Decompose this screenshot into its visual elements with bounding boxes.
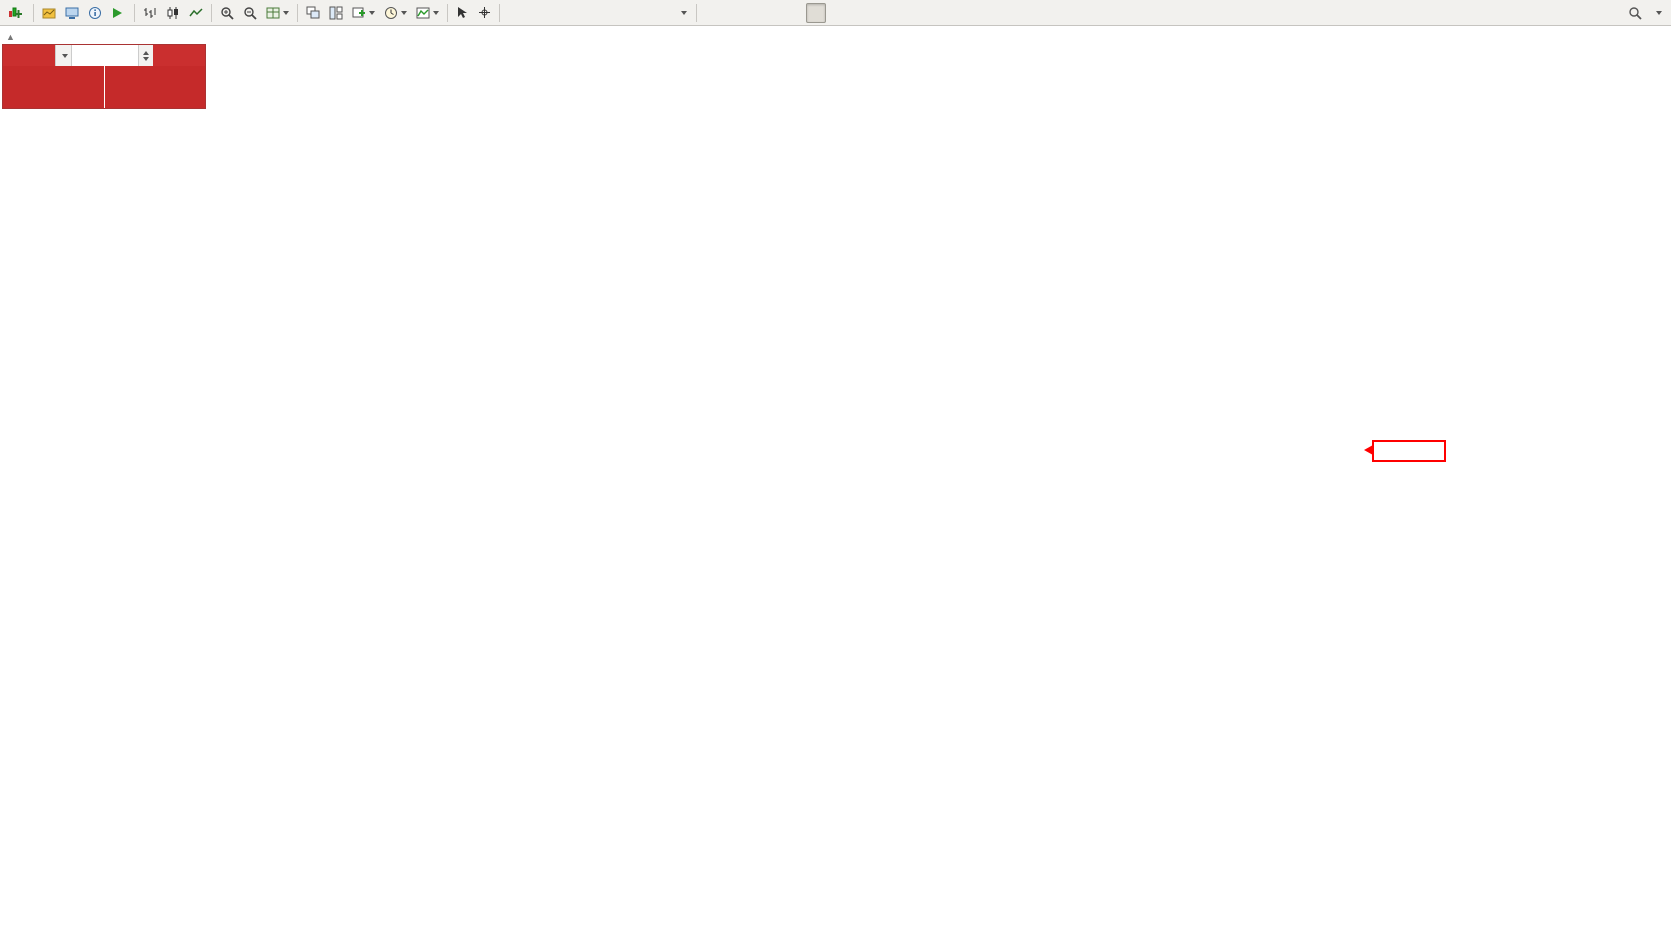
- trendline-tool[interactable]: [546, 3, 566, 23]
- trade-panel-price-row: [3, 66, 205, 108]
- indicators-button[interactable]: [412, 3, 443, 23]
- new-chart-button[interactable]: [348, 3, 379, 23]
- chevron-down-icon: [680, 10, 687, 15]
- search-icon: [1628, 6, 1642, 20]
- toolbar-separator: [447, 3, 448, 22]
- chevron-down-icon: [369, 10, 375, 15]
- timeframe-m1[interactable]: [701, 3, 721, 23]
- crosshair-icon: [478, 6, 491, 19]
- cursor-button[interactable]: [452, 3, 473, 23]
- bar-chart-icon: [143, 6, 157, 20]
- volume-dropdown-button[interactable]: [55, 45, 72, 66]
- timeframe-h1[interactable]: [785, 3, 805, 23]
- symbol-marker-icon: ▲: [6, 32, 15, 42]
- toolbar-separator: [211, 3, 212, 22]
- chevron-down-icon: [143, 56, 149, 61]
- clock-icon: [384, 6, 398, 20]
- profiles-icon: [42, 6, 56, 20]
- rsi-panel-label: [5, 715, 11, 727]
- channel-tool[interactable]: [567, 3, 587, 23]
- shapes-tool[interactable]: [609, 3, 629, 23]
- toolbar-separator: [696, 3, 697, 22]
- chart-templates-button[interactable]: [262, 3, 293, 23]
- autotrade-button[interactable]: [107, 3, 130, 23]
- toolbar-separator: [134, 3, 135, 22]
- volume-input[interactable]: [72, 45, 138, 66]
- line-chart-icon: [189, 6, 203, 20]
- toolbar-separator: [499, 3, 500, 22]
- zoom-in-icon: [220, 6, 234, 20]
- crosshair-button[interactable]: [474, 3, 495, 23]
- horizontal-line-tool[interactable]: [525, 3, 545, 23]
- timeframe-d1[interactable]: [827, 3, 847, 23]
- chevron-down-icon: [62, 53, 68, 58]
- tile-windows-button[interactable]: [325, 3, 347, 23]
- terminal-button[interactable]: [61, 3, 83, 23]
- chevron-up-icon: [143, 50, 149, 55]
- indicators-icon: [416, 6, 430, 20]
- sell-price-button[interactable]: [3, 66, 104, 108]
- cascade-icon: [306, 6, 320, 20]
- zoom-in-button[interactable]: [216, 3, 238, 23]
- buy-price-button[interactable]: [104, 66, 205, 108]
- cascade-windows-button[interactable]: [302, 3, 324, 23]
- new-chart-icon: [352, 6, 366, 20]
- new-order-icon: [8, 6, 22, 20]
- chevron-down-icon: [401, 10, 407, 15]
- toolbar-separator: [297, 3, 298, 22]
- templates-grid-icon: [266, 6, 280, 20]
- new-order-button[interactable]: [4, 3, 29, 23]
- macd-panel-label: [5, 553, 17, 565]
- timeframe-m5[interactable]: [722, 3, 742, 23]
- buy-button[interactable]: [153, 45, 205, 66]
- timeframe-h4[interactable]: [806, 2, 826, 23]
- fibonacci-tool[interactable]: [588, 3, 608, 23]
- timeframe-m15[interactable]: [743, 3, 763, 23]
- search-button[interactable]: [1624, 3, 1646, 23]
- line-chart-button[interactable]: [185, 3, 207, 23]
- one-click-trading-panel: [2, 44, 206, 109]
- text-tool[interactable]: [630, 3, 650, 23]
- trade-panel-top-row: [3, 45, 205, 66]
- tile-icon: [329, 6, 343, 20]
- cursor-icon: [456, 6, 469, 19]
- info-button[interactable]: [84, 3, 106, 23]
- main-toolbar: [0, 0, 1671, 26]
- volume-stepper[interactable]: [138, 45, 153, 66]
- info-icon: [88, 6, 102, 20]
- toolbar-overflow-button[interactable]: [1647, 3, 1667, 23]
- price-callout-label[interactable]: [1364, 440, 1446, 462]
- arrows-tool[interactable]: [672, 3, 692, 23]
- timeframe-m30[interactable]: [764, 3, 784, 23]
- bar-chart-button[interactable]: [139, 3, 161, 23]
- autotrade-play-icon: [111, 7, 123, 19]
- sell-button[interactable]: [3, 45, 55, 66]
- candle-chart-button[interactable]: [162, 3, 184, 23]
- candle-chart-icon: [166, 6, 180, 20]
- timeframe-mn[interactable]: [869, 3, 889, 23]
- vertical-line-tool[interactable]: [504, 3, 524, 23]
- chevron-down-icon: [283, 10, 289, 15]
- profiles-button[interactable]: [38, 3, 60, 23]
- zoom-out-icon: [243, 6, 257, 20]
- label-tool[interactable]: [651, 3, 671, 23]
- toolbar-separator: [33, 3, 34, 22]
- chevron-down-icon: [1655, 10, 1662, 15]
- symbol-info-bar: ▲: [6, 31, 24, 43]
- timeframe-w1[interactable]: [848, 3, 868, 23]
- periods-button[interactable]: [380, 3, 411, 23]
- chevron-down-icon: [433, 10, 439, 15]
- terminal-icon: [65, 6, 79, 20]
- zoom-out-button[interactable]: [239, 3, 261, 23]
